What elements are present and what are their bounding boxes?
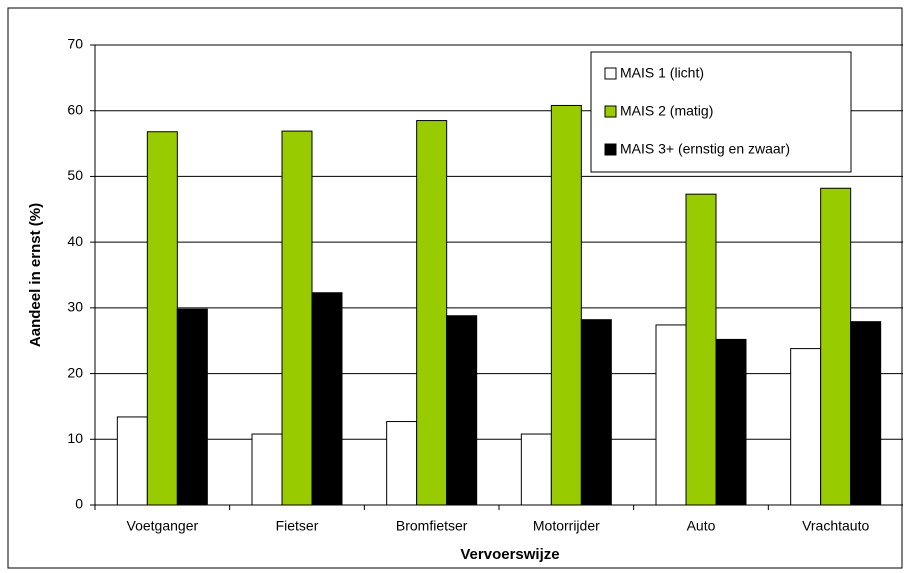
bar (820, 187, 852, 506)
bar (685, 193, 717, 506)
bar (580, 319, 612, 506)
bar (790, 348, 822, 506)
x-tick-label: Vrachtauto (802, 518, 869, 534)
y-tick-label: 40 (67, 233, 83, 249)
legend-box (590, 51, 852, 173)
y-tick-label: 20 (67, 364, 83, 380)
legend-label: MAIS 3+ (ernstig en zwaar) (620, 141, 790, 157)
bar (850, 321, 882, 506)
y-tick-label: 10 (67, 430, 83, 446)
x-tick-label: Bromfietser (396, 518, 468, 534)
bar (550, 104, 582, 506)
x-tick-label: Auto (687, 518, 716, 534)
bar (311, 292, 343, 506)
x-tick-label: Fietser (276, 518, 319, 534)
legend-label: MAIS 2 (matig) (620, 103, 713, 119)
x-tick-label: Motorrijder (533, 518, 600, 534)
bar (281, 130, 313, 506)
legend-swatch (604, 105, 617, 118)
bar (176, 308, 208, 506)
y-tick-label: 0 (75, 496, 83, 512)
legend-swatch (604, 143, 617, 156)
y-tick-label: 70 (67, 36, 83, 52)
bar (655, 324, 687, 506)
x-tick-label: Voetganger (127, 518, 199, 534)
bar (416, 120, 448, 506)
bar (446, 315, 478, 506)
y-tick-label: 30 (67, 299, 83, 315)
y-tick-label: 50 (67, 167, 83, 183)
bar (715, 338, 747, 506)
x-axis-label: Vervoerswijze (460, 546, 559, 563)
bar (116, 416, 148, 506)
bar (146, 131, 178, 506)
y-tick-label: 60 (67, 101, 83, 117)
bar (520, 433, 552, 506)
bar (386, 421, 418, 506)
chart-border (7, 7, 903, 569)
y-axis-label: Aandeel in ernst (%) (27, 203, 44, 347)
bar (251, 433, 283, 506)
legend-label: MAIS 1 (licht) (620, 65, 704, 81)
legend-swatch (604, 67, 617, 80)
